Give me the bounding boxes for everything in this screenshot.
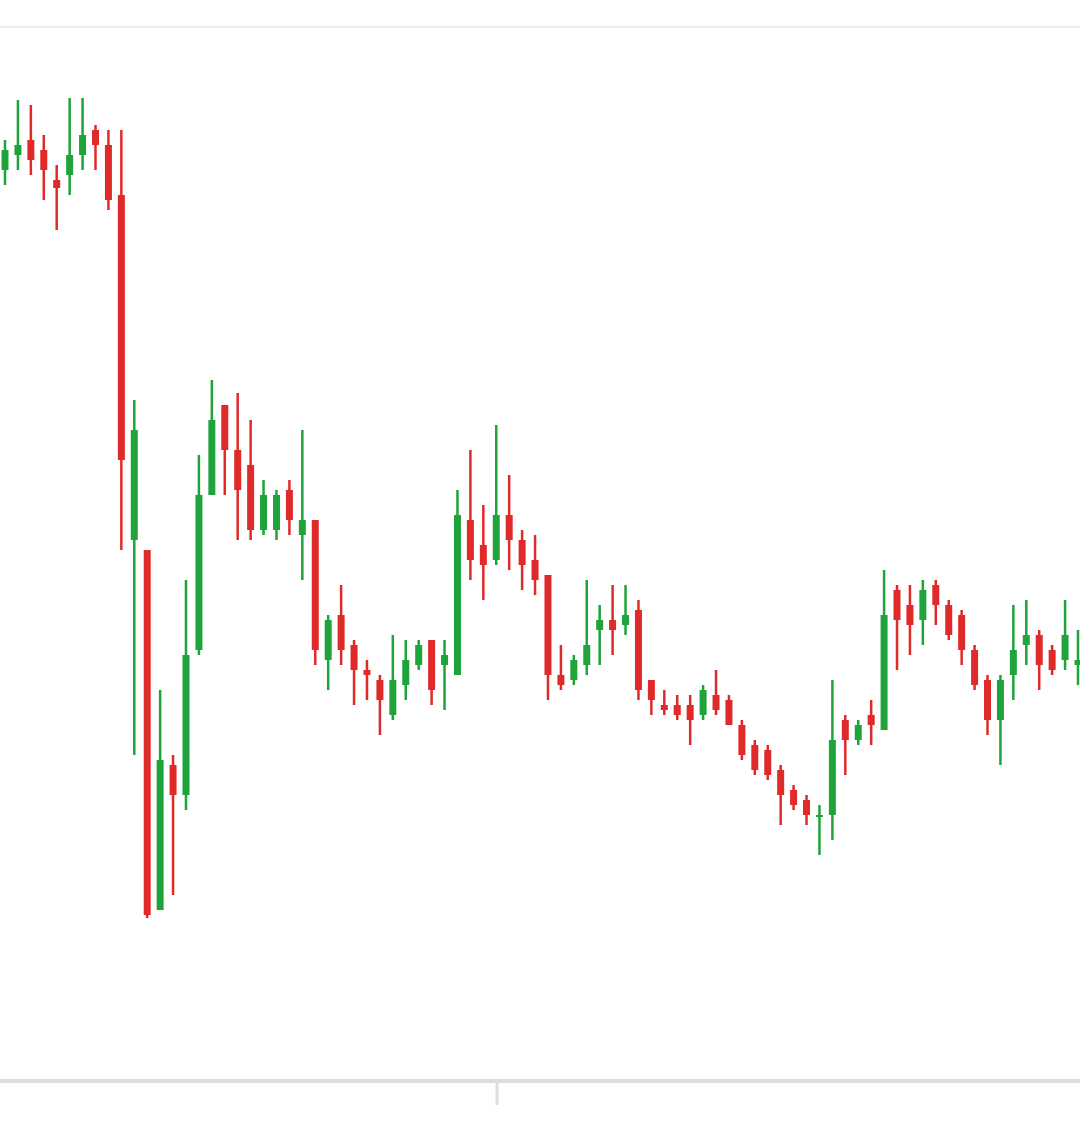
candle-body: [738, 725, 746, 755]
candle-body: [531, 560, 539, 580]
candle-body: [337, 615, 345, 650]
candle-body: [906, 605, 914, 625]
candle-body: [841, 720, 849, 740]
candle-body: [492, 515, 500, 560]
candle-body: [777, 770, 785, 795]
candle-body: [130, 430, 138, 540]
candle-body: [699, 690, 707, 715]
candle-body: [479, 545, 487, 565]
candle-body: [441, 655, 449, 665]
candle-body: [725, 700, 733, 725]
candle-body: [143, 550, 151, 915]
candle-body: [272, 495, 280, 530]
candle-body: [958, 615, 966, 650]
candle-body: [66, 155, 74, 175]
candle-body: [53, 180, 61, 188]
candle-body: [1061, 635, 1069, 660]
candle-body: [1074, 660, 1080, 665]
candle-body: [647, 680, 655, 700]
candle-body: [402, 660, 410, 685]
candle-body: [285, 490, 293, 520]
candle-body: [40, 150, 48, 170]
candle-body: [466, 520, 474, 560]
candle-body: [453, 515, 461, 675]
candle-body: [712, 695, 720, 710]
candle-body: [376, 680, 384, 700]
candle-body: [622, 615, 630, 625]
candle-body: [544, 575, 552, 675]
candle-body: [14, 145, 22, 155]
candle-body: [208, 420, 216, 495]
candle-body: [583, 645, 591, 665]
candle-body: [984, 680, 992, 720]
candle-body: [686, 705, 694, 720]
candle-body: [182, 655, 190, 795]
candle-body: [117, 195, 125, 460]
candle-body: [79, 135, 87, 155]
candle-body: [893, 590, 901, 620]
candle-body: [350, 645, 358, 670]
candle-body: [104, 145, 112, 200]
candle-body: [363, 670, 371, 675]
candle-body: [867, 715, 875, 725]
candle-body: [234, 450, 242, 490]
candle-body: [415, 645, 423, 665]
candle-body: [505, 515, 513, 540]
candle-body: [247, 465, 255, 530]
candle-body: [156, 760, 164, 910]
candle-body: [221, 405, 229, 450]
candle-body: [854, 725, 862, 740]
candle-body: [298, 520, 306, 535]
candle-body: [609, 620, 617, 630]
candle-body: [751, 745, 759, 770]
candle-body: [260, 495, 268, 530]
candle-body: [828, 740, 836, 815]
candle-body: [634, 610, 642, 690]
candle-body: [311, 520, 319, 650]
candle-body: [324, 620, 332, 660]
candle-body: [1, 150, 9, 170]
candle-body: [971, 650, 979, 685]
candle-body: [1035, 635, 1043, 665]
candle-body: [596, 620, 604, 630]
candle-body: [169, 765, 177, 795]
candle-body: [27, 140, 35, 160]
candle-body: [932, 585, 940, 605]
candle-body: [790, 790, 798, 805]
candle-body: [195, 495, 203, 650]
candle-body: [570, 660, 578, 680]
candle-body: [880, 615, 888, 730]
candle-body: [1048, 650, 1056, 670]
candle-body: [557, 675, 565, 685]
candle-body: [803, 800, 811, 815]
candle-body: [660, 705, 668, 710]
candle-body: [1009, 650, 1017, 675]
candle-body: [673, 705, 681, 715]
candle-body: [1022, 635, 1030, 645]
candle-body: [815, 815, 823, 817]
candle-body: [919, 590, 927, 620]
candle-body: [518, 540, 526, 565]
candle-body: [996, 680, 1004, 720]
candle-body: [764, 750, 772, 775]
candle-body: [389, 680, 397, 715]
candle-body: [91, 130, 99, 145]
candle-body: [428, 640, 436, 690]
candle-body: [945, 605, 953, 635]
